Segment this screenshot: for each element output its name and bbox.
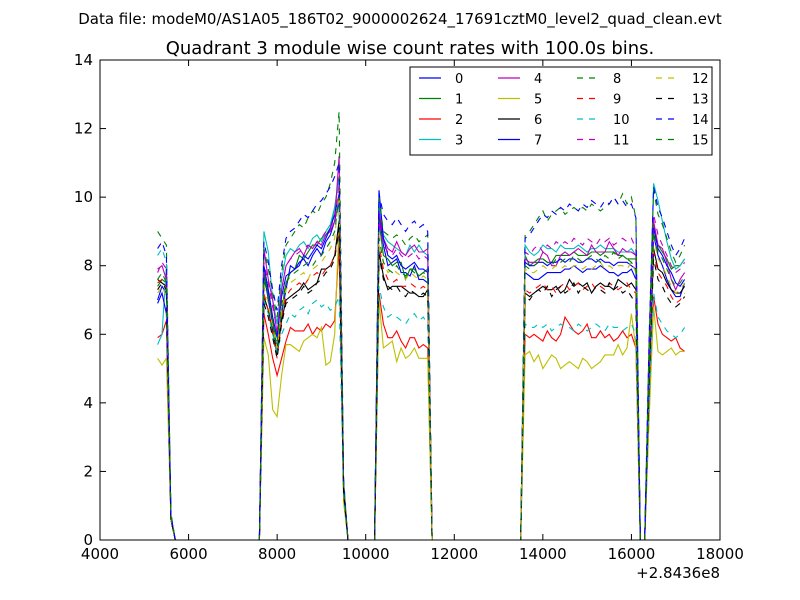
x-tick-label: 16000 (608, 545, 656, 563)
series-line-12 (157, 190, 686, 541)
y-tick-label: 0 (83, 531, 93, 549)
y-tick-label: 4 (83, 394, 93, 412)
legend-label-14: 14 (692, 113, 709, 128)
y-tick-label: 8 (83, 257, 93, 275)
y-tick-label: 14 (74, 51, 93, 69)
legend-label-9: 9 (613, 93, 621, 108)
y-tick-label: 2 (83, 462, 93, 480)
x-tick-label: 4000 (81, 545, 119, 563)
series-line-15 (157, 197, 686, 541)
y-tick-label: 6 (83, 325, 93, 343)
legend-label-13: 13 (692, 93, 709, 108)
x-tick-label: 8000 (258, 545, 296, 563)
legend-label-2: 2 (455, 113, 463, 128)
legend-label-15: 15 (692, 134, 709, 149)
legend-label-3: 3 (455, 134, 463, 149)
legend-label-4: 4 (534, 72, 542, 87)
chart-title: Quadrant 3 module wise count rates with … (166, 38, 655, 59)
series-line-14 (157, 162, 686, 541)
legend-label-12: 12 (692, 72, 709, 87)
x-tick-label: 18000 (696, 545, 744, 563)
legend-label-5: 5 (534, 93, 542, 108)
series-line-10 (157, 247, 686, 541)
legend-label-1: 1 (455, 93, 463, 108)
legend-label-0: 0 (455, 72, 463, 87)
axis-ticks: 4000 6000 8000 10000 12000 14000 16000 18000 0 2 4… (74, 51, 744, 563)
x-tick-label: 12000 (430, 545, 478, 563)
legend-label-8: 8 (613, 72, 621, 87)
legend-frame (409, 66, 713, 156)
legend-label-7: 7 (534, 134, 542, 149)
plot-frame (99, 59, 721, 541)
legend-label-6: 6 (534, 113, 542, 128)
y-tick-label: 10 (74, 188, 93, 206)
legend-label-11: 11 (613, 134, 630, 149)
figure-suptitle: Data file: modeM0/AS1A05_186T02_90000026… (78, 10, 722, 29)
x-tick-label: 14000 (519, 545, 567, 563)
series-line-13 (157, 227, 686, 541)
legend-label-10: 10 (613, 113, 630, 128)
x-tick-label: 10000 (342, 545, 390, 563)
x-tick-label: 6000 (169, 545, 207, 563)
x-axis-offset-label: +2.8436e8 (636, 564, 720, 582)
y-tick-label: 12 (74, 120, 93, 138)
series-layer (157, 111, 686, 541)
